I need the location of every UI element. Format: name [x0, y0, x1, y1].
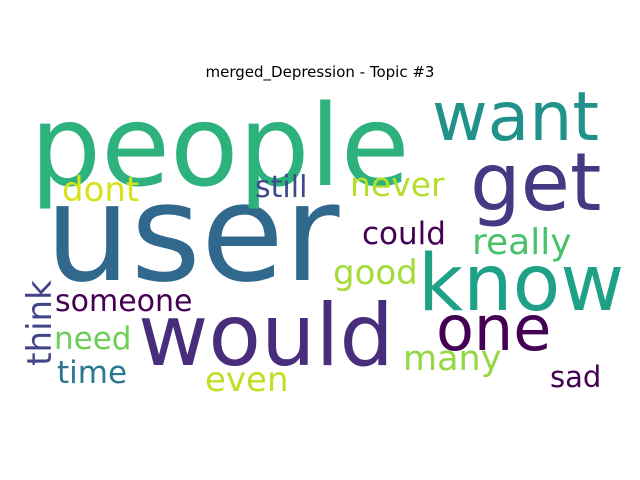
word-good: good [333, 253, 418, 293]
word-think: think [20, 280, 60, 366]
word-even: even [205, 360, 289, 400]
chart-title: merged_Depression - Topic #3 [205, 63, 435, 81]
word-people: people [30, 82, 410, 212]
word-never: never [350, 165, 445, 204]
word-really: really [472, 222, 572, 263]
word-someone: someone [55, 284, 193, 319]
word-dont: dont [62, 170, 139, 210]
word-could: could [362, 216, 446, 252]
word-get: get [470, 136, 601, 229]
word-would: would [138, 286, 394, 386]
word-know: know [418, 239, 624, 329]
word-need: need [54, 321, 131, 357]
word-many: many [403, 339, 501, 379]
word-still: still [255, 170, 307, 205]
word-user: user [45, 155, 340, 312]
word-sad: sad [550, 360, 601, 394]
word-want: want [432, 78, 599, 157]
word-one: one [436, 292, 551, 365]
word-time: time [57, 355, 127, 391]
